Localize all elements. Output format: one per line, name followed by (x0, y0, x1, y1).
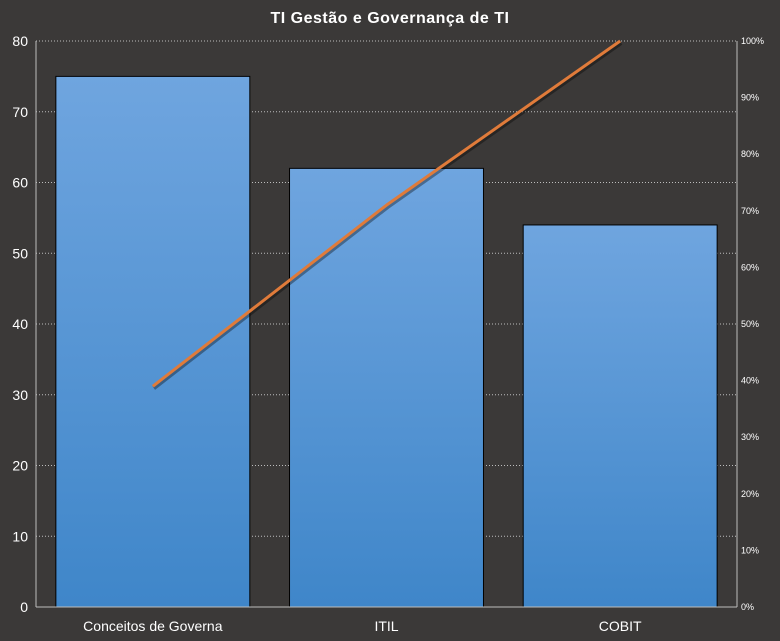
cumulative-line-shadow (152, 41, 623, 390)
bar (522, 224, 718, 608)
bar (55, 75, 251, 608)
right-tick-label: 30% (741, 432, 759, 442)
category-label: Conceitos de Governa (83, 618, 223, 634)
category-label: COBIT (599, 618, 642, 634)
right-tick-label: 70% (741, 206, 759, 216)
x-axis: Conceitos de Governa ITIL COBIT (36, 606, 737, 634)
left-tick-label: 80 (12, 33, 28, 49)
right-tick-label: 10% (741, 545, 759, 555)
left-axis: 0 10 20 30 40 50 60 70 80 (12, 33, 37, 615)
left-tick-label: 30 (12, 387, 28, 403)
right-tick-label: 100% (741, 36, 764, 46)
right-tick-label: 20% (741, 489, 759, 499)
left-tick-label: 60 (12, 175, 28, 191)
left-tick-label: 40 (12, 316, 28, 332)
chart-title: TI Gestão e Governança de TI (271, 10, 510, 27)
left-tick-label: 70 (12, 104, 28, 120)
right-tick-label: 40% (741, 376, 759, 386)
bar (289, 167, 484, 608)
cumulative-line (151, 39, 622, 388)
right-tick-label: 80% (741, 149, 759, 159)
left-tick-label: 50 (12, 245, 28, 261)
right-axis: 0% 10% 20% 30% 40% 50% 60% 70% 80% 90% 100% (736, 36, 764, 612)
right-tick-label: 60% (741, 262, 759, 272)
category-label: ITIL (374, 618, 398, 634)
right-tick-label: 90% (741, 93, 759, 103)
left-tick-label: 20 (12, 458, 28, 474)
right-tick-label: 50% (741, 319, 759, 329)
left-tick-label: 0 (20, 599, 28, 615)
bars (55, 75, 718, 608)
cumulative-line-layer (151, 39, 623, 390)
right-tick-label: 0% (741, 602, 754, 612)
left-tick-label: 10 (12, 528, 28, 544)
